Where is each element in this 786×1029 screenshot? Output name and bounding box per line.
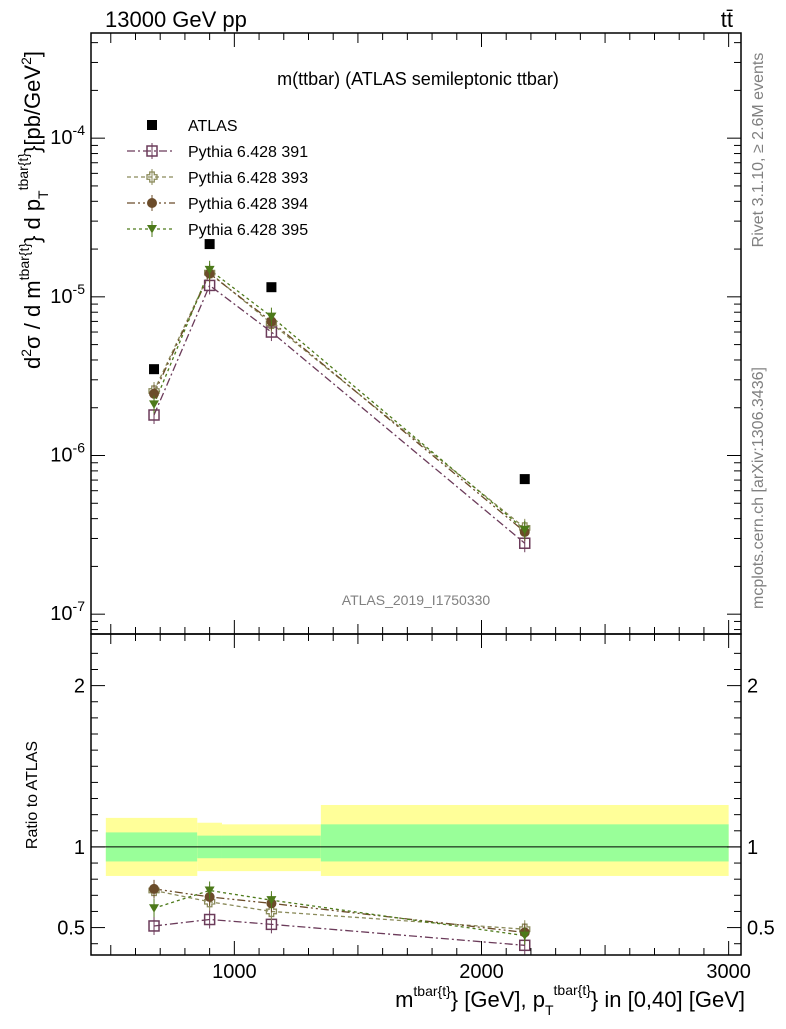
ratio-y-tick-label-right: 1: [747, 837, 758, 859]
legend-label: Pythia 6.428 391: [188, 144, 308, 161]
analysis-watermark: ATLAS_2019_I1750330: [342, 592, 491, 608]
x-axis-label: mtbar{t}} [GeV], pTtbar{t}} in [0,40] [G…: [395, 982, 745, 1018]
series-points: [148, 239, 531, 955]
ratio-panel-frame: [90, 633, 742, 956]
top-point: [149, 400, 160, 409]
legend-label: Pythia 6.428 395: [188, 222, 308, 239]
legend-item: Pythia 6.428 393: [127, 169, 308, 187]
legend-marker: [147, 225, 157, 234]
mcplots-label: mcplots.cern.ch [arXiv:1306.3436]: [750, 367, 767, 609]
svg-text:mtbar{t}} [GeV], pTtbar{t}} in: mtbar{t}} [GeV], pTtbar{t}} in [0,40] [G…: [395, 982, 745, 1018]
top-point: [266, 282, 277, 293]
ratio-y-tick-label-right: 0.5: [747, 918, 775, 940]
ratio-point: [519, 931, 530, 941]
legend-marker: [147, 120, 157, 130]
top-point: [519, 525, 530, 535]
ratio-uncertainty-bands: [91, 804, 741, 876]
ratio-y-tick-label-left: 0.5: [57, 918, 85, 940]
header-left: 13000 GeV pp: [105, 7, 247, 32]
legend-label: Pythia 6.428 393: [188, 170, 308, 187]
ratio-y-tick-label-left: 1: [74, 837, 85, 859]
ratio-y-tick-label-left: 2: [74, 676, 85, 698]
ratio-point: [149, 883, 160, 894]
ratio-point: [203, 913, 216, 926]
ratio-y-axis-label: Ratio to ATLAS: [24, 741, 41, 849]
ratio-line-4: [153, 889, 525, 937]
legend-item: Pythia 6.428 395: [127, 221, 308, 239]
ratio-line-1: [153, 918, 525, 946]
top-point: [266, 312, 277, 322]
legend-item: Pythia 6.428 391: [127, 143, 308, 161]
x-tick-label: 3000: [706, 961, 751, 983]
axes: 10-7 10-6 10-5 10-4 1000 2000 3000 0.5 0.5 1 1 2 2: [50, 32, 775, 983]
rivet-version-label: Rivet 3.1.10, ≥ 2.6M events: [750, 53, 767, 248]
ratio-point: [265, 905, 278, 918]
top-y-tick-label: 10-6: [50, 440, 85, 467]
top-line-1: [153, 284, 526, 544]
chart-title: m(ttbar) (ATLAS semileptonic ttbar): [277, 69, 559, 89]
x-tick-label: 1000: [212, 961, 257, 983]
ratio-line-2: [153, 889, 525, 930]
legend: ATLAS Pythia 6.428 391 Pythia 6.428 393 Pyt…: [127, 118, 308, 239]
green-band-segment: [320, 824, 729, 862]
ratio-point: [148, 920, 160, 932]
series-lines: [153, 268, 526, 946]
legend-marker: [146, 171, 158, 183]
legend-marker: [146, 145, 158, 157]
legend-marker: [147, 198, 157, 208]
top-y-axis-label: d2σ / d mtbar{t}} d pTtbar{t}}[pb/GeV2]: [15, 51, 51, 369]
top-point: [204, 265, 215, 275]
top-point: [519, 474, 530, 485]
legend-label: Pythia 6.428 394: [188, 196, 308, 213]
ratio-point: [266, 896, 277, 905]
top-line-4: [153, 268, 526, 531]
top-y-tick-label: 10-7: [50, 598, 85, 625]
header-right: tt̄: [721, 7, 733, 32]
top-point: [149, 364, 160, 375]
ratio-point: [149, 904, 160, 913]
top-point: [204, 239, 215, 250]
ratio-y-tick-label-right: 2: [747, 676, 758, 698]
legend-label: ATLAS: [188, 118, 238, 135]
top-line-3: [153, 272, 526, 533]
legend-item: Pythia 6.428 394: [127, 195, 308, 213]
legend-item: ATLAS: [147, 118, 238, 135]
top-y-tick-label: 10-4: [50, 122, 85, 149]
top-y-tick-label: 10-5: [50, 281, 85, 308]
svg-text:d2σ / d mtbar{t}} d pTtbar{t}}: d2σ / d mtbar{t}} d pTtbar{t}}[pb/GeV2]: [15, 51, 51, 369]
x-tick-label: 2000: [459, 961, 504, 983]
ratio-line-3: [153, 888, 525, 934]
ratio-point: [204, 886, 215, 895]
top-point: [149, 388, 160, 399]
top-line-2: [153, 271, 526, 529]
